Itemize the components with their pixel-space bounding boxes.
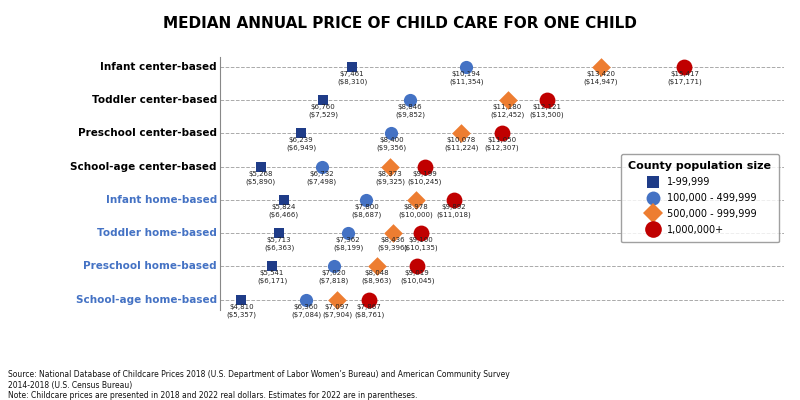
Text: $5,541
($6,171): $5,541 ($6,171) [257,270,287,284]
Text: $5,824
($6,466): $5,824 ($6,466) [269,204,299,218]
Text: $9,199
($10,245): $9,199 ($10,245) [407,170,442,184]
Point [300,296,313,303]
Text: $9,019
($10,045): $9,019 ($10,045) [400,270,434,284]
Text: $8,373
($9,325): $8,373 ($9,325) [375,170,406,184]
Text: $6,360
($7,084): $6,360 ($7,084) [291,304,322,318]
Text: $11,180
($12,452): $11,180 ($12,452) [490,104,525,118]
Text: Infant home-based: Infant home-based [106,195,217,205]
Point [460,64,473,70]
Point [362,296,375,303]
Text: $7,020
($7,818): $7,020 ($7,818) [318,270,349,284]
Text: $5,713
($6,363): $5,713 ($6,363) [264,237,294,251]
Text: Toddler home-based: Toddler home-based [97,228,217,238]
Point [254,163,267,170]
Text: Preschool home-based: Preschool home-based [83,262,217,272]
Text: MEDIAN ANNUAL PRICE OF CHILD CARE FOR ONE CHILD: MEDIAN ANNUAL PRICE OF CHILD CARE FOR ON… [163,16,637,31]
Text: Source: National Database of Childcare Prices 2018 (U.S. Department of Labor Wom: Source: National Database of Childcare P… [8,370,510,400]
Point [273,230,286,236]
Point [414,230,427,236]
Text: Infant center-based: Infant center-based [100,62,217,72]
Point [455,130,468,136]
Point [346,64,358,70]
Point [409,197,422,203]
Point [266,263,278,270]
Point [342,230,354,236]
Point [447,197,460,203]
Text: $7,097
($7,904): $7,097 ($7,904) [322,304,352,318]
Text: $6,732
($7,498): $6,732 ($7,498) [306,170,337,184]
Point [317,97,330,103]
Text: $13,420
($14,947): $13,420 ($14,947) [584,71,618,85]
Text: Toddler center-based: Toddler center-based [91,95,217,105]
Text: $11,050
($12,307): $11,050 ($12,307) [485,137,519,151]
Point [360,197,373,203]
Text: School-age home-based: School-age home-based [76,295,217,305]
Text: $6,760
($7,529): $6,760 ($7,529) [308,104,338,118]
Point [235,296,248,303]
Text: $10,078
($11,224): $10,078 ($11,224) [444,137,478,151]
Text: $5,268
($5,890): $5,268 ($5,890) [246,170,276,184]
Text: $12,121
($13,500): $12,121 ($13,500) [530,104,564,118]
Point [294,130,307,136]
Point [678,64,691,70]
Text: $7,800
($8,687): $7,800 ($8,687) [351,204,382,218]
Text: $7,362
($8,199): $7,362 ($8,199) [333,237,363,251]
Point [385,130,398,136]
Text: $15,417
($17,171): $15,417 ($17,171) [667,71,702,85]
Point [404,97,417,103]
Text: $4,810
($5,357): $4,810 ($5,357) [226,304,257,318]
Point [594,64,607,70]
Text: $10,194
($11,354): $10,194 ($11,354) [449,71,483,85]
Point [330,296,343,303]
Point [418,163,431,170]
Legend: 1-99,999, 100,000 - 499,999, 500,000 - 999,999, 1,000,000+: 1-99,999, 100,000 - 499,999, 500,000 - 9… [621,154,779,242]
Point [278,197,290,203]
Point [327,263,340,270]
Text: $8,978
($10,000): $8,978 ($10,000) [398,204,433,218]
Point [496,130,509,136]
Text: School-age center-based: School-age center-based [70,162,217,172]
Text: $8,436
($9,396): $8,436 ($9,396) [378,237,408,251]
Text: $6,239
($6,949): $6,239 ($6,949) [286,137,316,151]
Text: $9,100
($10,135): $9,100 ($10,135) [403,237,438,251]
Text: $8,400
($9,356): $8,400 ($9,356) [376,137,406,151]
Point [386,230,399,236]
Text: $8,846
($9,852): $8,846 ($9,852) [395,104,425,118]
Text: Preschool center-based: Preschool center-based [78,128,217,138]
Text: $8,048
($8,963): $8,048 ($8,963) [362,270,392,284]
Point [370,263,383,270]
Point [315,163,328,170]
Point [384,163,397,170]
Point [411,263,424,270]
Point [501,97,514,103]
Text: $9,892
($11,018): $9,892 ($11,018) [436,204,471,218]
Text: $7,867
($8,761): $7,867 ($8,761) [354,304,384,318]
Point [541,97,554,103]
Text: $7,461
($8,310): $7,461 ($8,310) [337,71,367,85]
